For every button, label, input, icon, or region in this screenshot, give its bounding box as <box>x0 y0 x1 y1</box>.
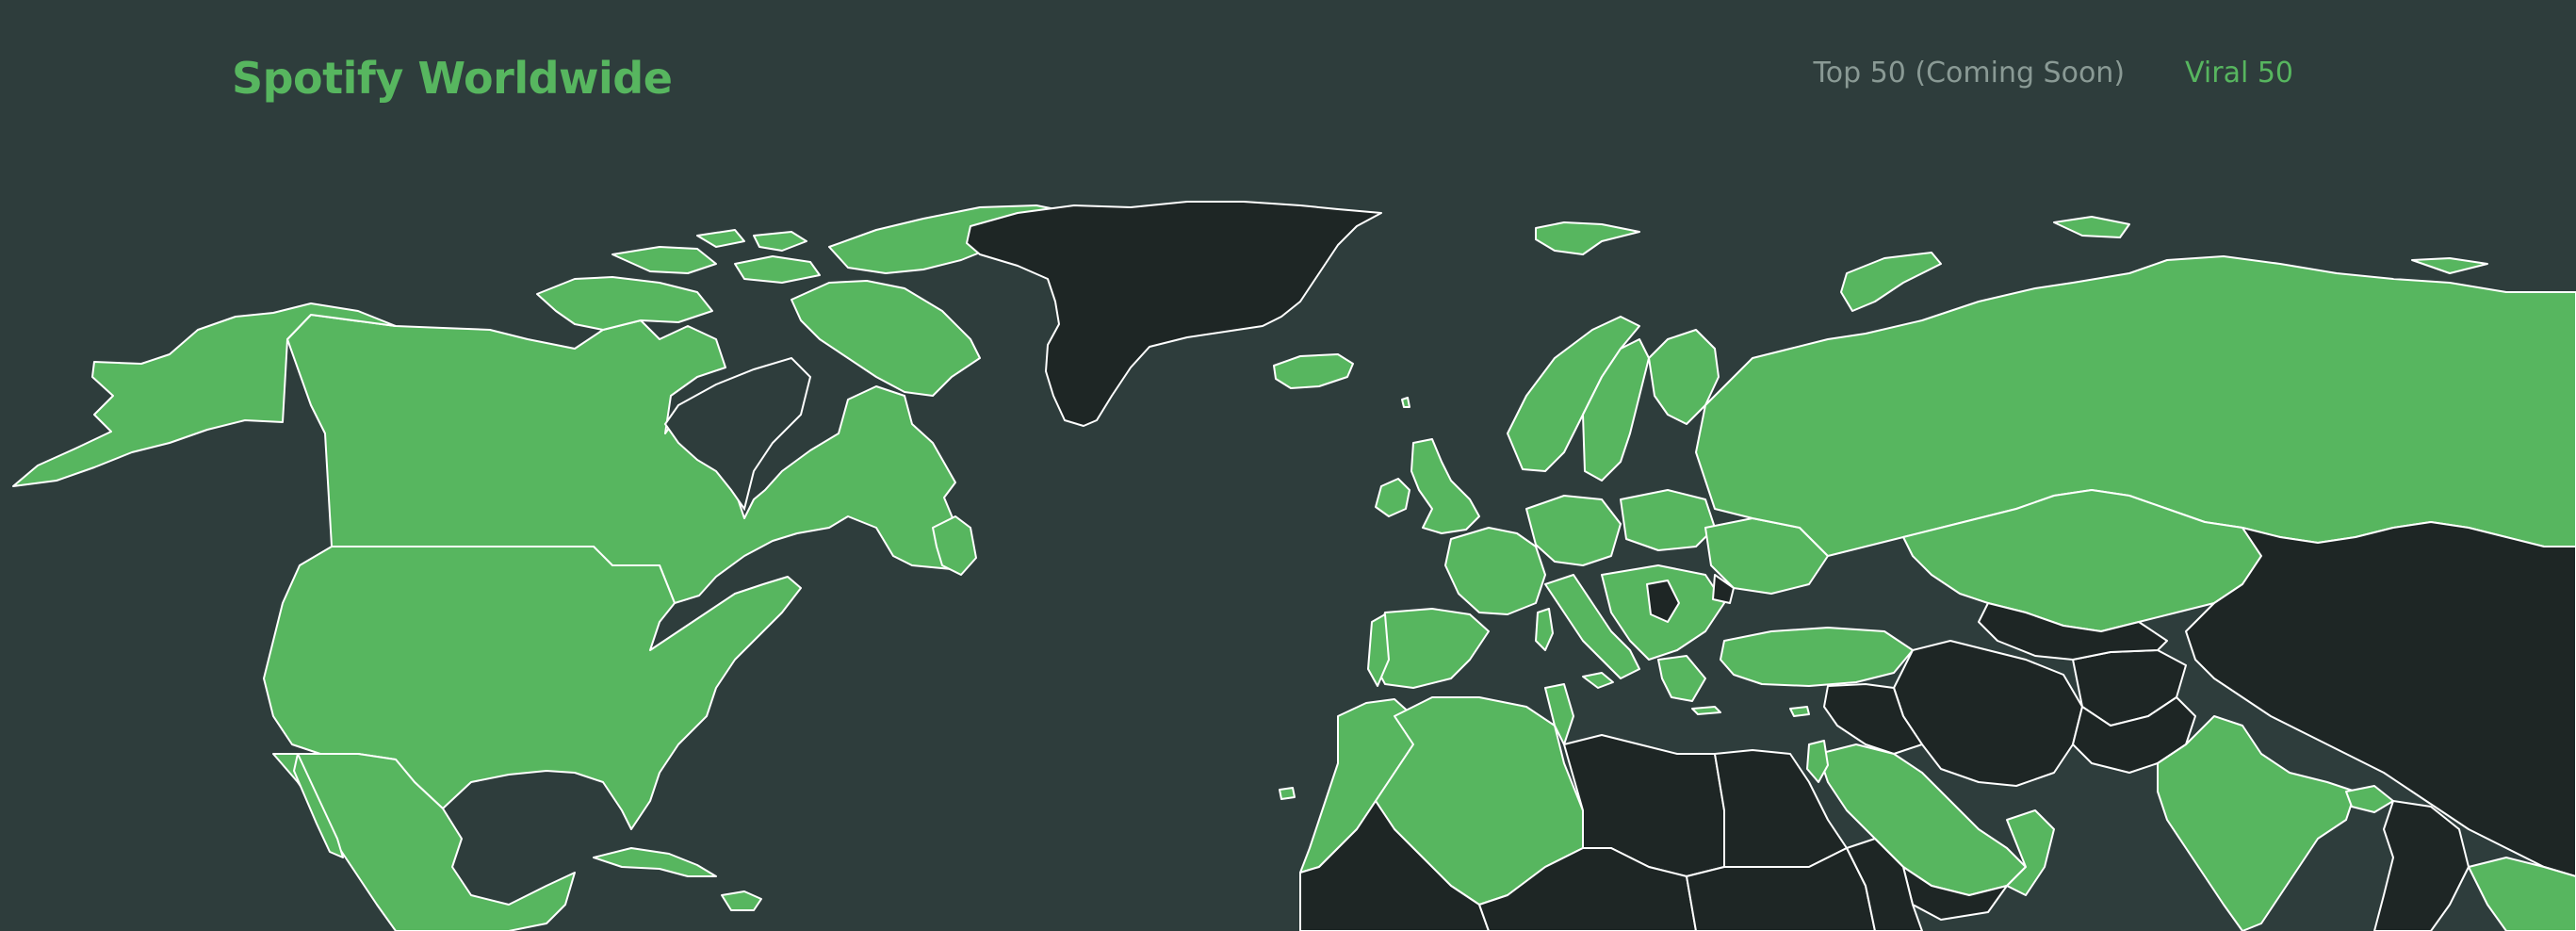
country-southeast-asia[interactable] <box>2468 857 2576 931</box>
country-alaska-us[interactable] <box>12 302 397 487</box>
country-finland[interactable] <box>1648 329 1720 425</box>
country-myanmar-region[interactable] <box>2373 800 2470 931</box>
island-arctic-5[interactable] <box>753 231 807 252</box>
country-spain[interactable] <box>1371 608 1490 689</box>
island-arctic-3[interactable] <box>734 255 821 284</box>
country-serbia[interactable] <box>1646 580 1680 623</box>
country-greece[interactable] <box>1657 655 1706 702</box>
country-yemen[interactable] <box>1902 866 2008 921</box>
country-niger-chad[interactable] <box>1478 847 1697 931</box>
island-svalbard[interactable] <box>1535 221 1640 255</box>
nav-top-50-link[interactable]: Top 50 (Coming Soon) <box>1813 57 2126 90</box>
country-iraq-syria[interactable] <box>1823 683 1923 755</box>
island-sardinia-corsica[interactable] <box>1535 608 1554 651</box>
main-nav: Top 50 (Coming Soon) Viral 50 <box>1814 57 2293 90</box>
country-mauritania-mali[interactable] <box>1299 800 1490 931</box>
country-nepal[interactable] <box>2345 785 2394 813</box>
country-greenland[interactable] <box>966 201 1382 427</box>
country-portugal[interactable] <box>1367 613 1390 687</box>
island-cyprus[interactable] <box>1789 706 1810 717</box>
country-sweden[interactable] <box>1582 338 1650 482</box>
nav-viral-50-link[interactable]: Viral 50 <box>2185 57 2293 90</box>
country-oman-uae[interactable] <box>2006 809 2055 896</box>
water-hudson-bay <box>663 356 812 512</box>
country-united-states[interactable] <box>263 546 802 830</box>
island-newfoundland[interactable] <box>932 515 977 576</box>
island-baffin[interactable] <box>791 280 981 397</box>
country-israel-jordan[interactable] <box>1806 740 1829 783</box>
country-eritrea-ethiopia[interactable] <box>1846 838 1923 931</box>
island-sicily[interactable] <box>1582 672 1614 689</box>
country-cuba[interactable] <box>593 847 717 877</box>
app-title-link[interactable]: Spotify Worldwide <box>232 53 673 104</box>
country-iran[interactable] <box>1893 640 2083 787</box>
country-united-kingdom[interactable] <box>1410 438 1480 534</box>
country-tunisia[interactable] <box>1544 683 1574 745</box>
country-china-mongolia[interactable] <box>2185 521 2576 877</box>
top-header: Spotify Worldwide Top 50 (Coming Soon) V… <box>0 0 2576 151</box>
country-poland[interactable] <box>1620 489 1716 551</box>
country-india[interactable] <box>2157 715 2356 931</box>
island-arctic-2[interactable] <box>611 246 717 274</box>
island-crete[interactable] <box>1691 706 1721 715</box>
country-ireland[interactable] <box>1375 478 1410 517</box>
island-faroe[interactable] <box>1401 397 1410 408</box>
region-baja-california[interactable] <box>293 753 344 858</box>
island-franz-josef[interactable] <box>2053 216 2130 238</box>
country-turkey[interactable] <box>1720 627 1914 687</box>
country-central-asia[interactable] <box>1978 602 2168 661</box>
country-france[interactable] <box>1444 527 1546 615</box>
island-arctic-1[interactable] <box>536 276 713 331</box>
island-canary[interactable] <box>1279 787 1296 800</box>
country-hispaniola[interactable] <box>721 890 762 911</box>
country-italy[interactable] <box>1544 574 1640 679</box>
island-novaya-zemlya[interactable] <box>1840 252 1942 312</box>
country-iceland[interactable] <box>1273 353 1354 389</box>
country-germany[interactable] <box>1525 495 1622 566</box>
island-arctic-4[interactable] <box>696 229 745 248</box>
country-belarus-region[interactable] <box>1712 574 1735 604</box>
island-severnaya[interactable] <box>2411 257 2488 274</box>
